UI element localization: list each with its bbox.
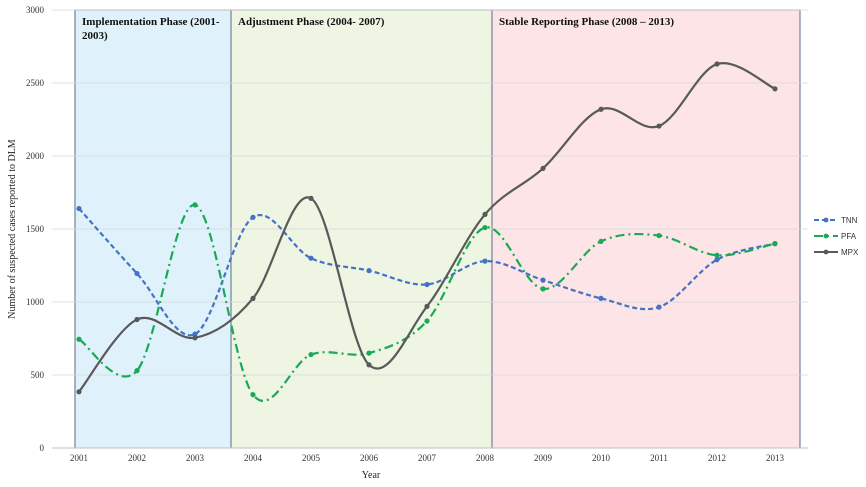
data-point [134, 270, 140, 277]
data-point [250, 392, 256, 398]
legend-item: TNN [814, 216, 858, 225]
data-point [656, 304, 662, 310]
data-point [656, 232, 662, 239]
data-point [76, 336, 82, 342]
legend-label: TNN [841, 216, 858, 225]
series-line-mpx [78, 62, 776, 393]
phase-label: Implementation Phase (2001- 2003) [82, 16, 220, 42]
data-point [540, 286, 546, 292]
x-tick-label: 2012 [708, 453, 726, 463]
x-tick-label: 2002 [128, 453, 146, 463]
data-point [308, 195, 314, 201]
data-point [250, 214, 256, 220]
data-point [76, 389, 82, 395]
y-tick-label: 500 [31, 370, 45, 380]
legend: TNN PFA MPX [814, 216, 859, 257]
data-point [714, 257, 720, 263]
data-point [540, 277, 546, 283]
data-point [134, 316, 140, 323]
y-axis-ticks: 0 500 1000 1500 2000 2500 3000 [26, 5, 45, 453]
data-point [772, 86, 778, 92]
legend-marker [823, 217, 829, 223]
data-point [366, 362, 372, 368]
data-point [482, 258, 488, 264]
data-point [424, 303, 430, 309]
data-point [714, 252, 720, 258]
data-point [250, 295, 256, 301]
data-point [76, 205, 82, 212]
series-lines [76, 61, 778, 402]
data-point [540, 165, 546, 172]
data-point [424, 318, 430, 324]
data-point [366, 268, 372, 274]
legend-label: MPX [841, 248, 859, 257]
data-point [192, 335, 198, 341]
series-line-pfa [78, 203, 776, 402]
legend-marker [823, 249, 829, 255]
x-tick-label: 2003 [186, 453, 205, 463]
data-point [772, 241, 778, 247]
y-tick-label: 3000 [26, 5, 45, 15]
x-tick-label: 2005 [302, 453, 321, 463]
x-tick-label: 2006 [360, 453, 379, 463]
data-point [598, 106, 604, 112]
legend-marker [823, 233, 829, 239]
data-point [366, 350, 372, 356]
data-point [482, 224, 488, 231]
x-tick-label: 2001 [70, 453, 88, 463]
y-tick-label: 2000 [26, 151, 45, 161]
x-axis-ticks: 2001 2002 2003 2004 2005 2006 2007 2008 2009 2010… [70, 453, 785, 463]
series-mpx [76, 61, 778, 395]
x-tick-label: 2011 [650, 453, 668, 463]
legend-item: MPX [814, 248, 859, 257]
gridlines [52, 9, 808, 449]
series-pfa [76, 202, 778, 402]
y-axis-title: Number of suspected cases reported to DL… [7, 139, 18, 318]
data-point [424, 281, 430, 288]
y-tick-label: 1500 [26, 224, 45, 234]
data-point [308, 255, 314, 261]
legend-item: PFA [814, 232, 857, 241]
x-tick-label: 2007 [418, 453, 437, 463]
x-tick-label: 2009 [534, 453, 553, 463]
phase-label-line: Adjustment Phase (2004- 2007) [238, 16, 385, 28]
x-tick-label: 2010 [592, 453, 611, 463]
data-point [192, 331, 198, 337]
y-tick-label: 1000 [26, 297, 45, 307]
y-tick-label: 0 [40, 443, 45, 453]
phase-label: Stable Reporting Phase (2008 – 2013) [499, 16, 674, 28]
series-tnn [76, 205, 778, 337]
phase-label-line: 2003) [82, 30, 108, 42]
data-point [192, 202, 198, 208]
phase-label-line: Implementation Phase (2001- [82, 16, 220, 28]
data-point [134, 368, 140, 374]
x-axis-title: Year [362, 470, 381, 481]
y-tick-label: 2500 [26, 78, 45, 88]
data-point [482, 211, 488, 217]
phase-label-line: Stable Reporting Phase (2008 – 2013) [499, 16, 674, 28]
data-point [714, 61, 720, 67]
data-point [598, 295, 604, 301]
x-tick-label: 2013 [766, 453, 785, 463]
phase-label: Adjustment Phase (2004- 2007) [238, 16, 385, 28]
data-point [598, 238, 604, 245]
data-point [308, 351, 314, 358]
data-point [656, 123, 662, 129]
phase-labels: Implementation Phase (2001- 2003) Adjustme… [82, 16, 674, 42]
x-tick-label: 2008 [476, 453, 495, 463]
x-tick-label: 2004 [244, 453, 263, 463]
legend-label: PFA [841, 232, 857, 241]
